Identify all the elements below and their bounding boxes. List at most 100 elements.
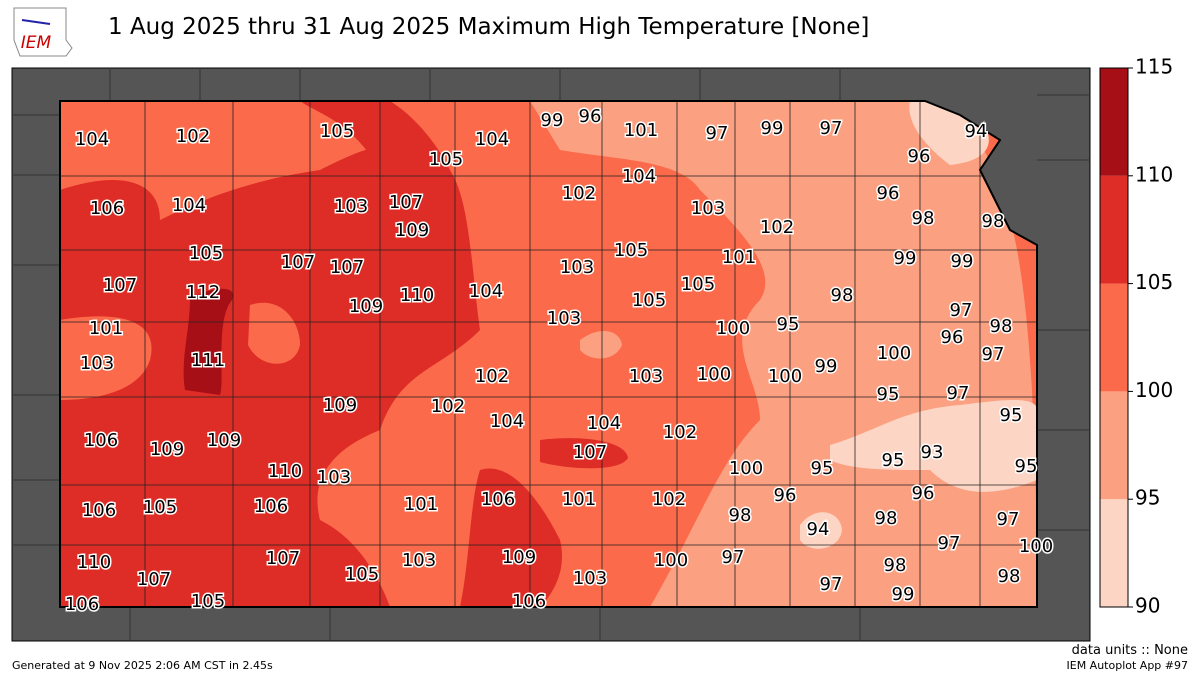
station-value: 103 xyxy=(80,353,114,374)
station-value: 96 xyxy=(912,483,935,504)
colorbar-tick-label: 100 xyxy=(1135,378,1173,402)
station-value: 107 xyxy=(330,257,364,278)
station-value: 103 xyxy=(547,308,581,329)
station-value: 93 xyxy=(921,442,944,463)
station-value: 104 xyxy=(490,411,524,432)
neighbor-borders xyxy=(12,68,1090,641)
station-value: 106 xyxy=(254,496,288,517)
station-value: 105 xyxy=(614,240,648,261)
station-value: 106 xyxy=(481,489,515,510)
station-value: 99 xyxy=(894,248,917,269)
station-value: 100 xyxy=(654,550,688,571)
station-value: 98 xyxy=(875,508,898,529)
station-value: 96 xyxy=(877,183,900,204)
band-105-110 xyxy=(460,468,563,607)
station-value: 104 xyxy=(622,166,656,187)
colorbar-tick-label: 110 xyxy=(1135,162,1173,186)
station-value: 98 xyxy=(831,285,854,306)
band-110-115 xyxy=(183,288,234,395)
station-value: 101 xyxy=(404,494,438,515)
station-value: 109 xyxy=(502,547,536,568)
station-value: 96 xyxy=(908,146,931,167)
contours xyxy=(60,101,1037,607)
station-value: 103 xyxy=(560,257,594,278)
station-value: 107 xyxy=(281,252,315,273)
station-value: 107 xyxy=(266,548,300,569)
station-value: 109 xyxy=(150,439,184,460)
station-value: 94 xyxy=(965,121,988,142)
station-value: 95 xyxy=(811,458,834,479)
units-note: data units :: None xyxy=(1072,643,1188,658)
station-value: 102 xyxy=(475,366,509,387)
station-value: 110 xyxy=(400,285,434,306)
station-value: 104 xyxy=(587,413,621,434)
station-value: 97 xyxy=(950,300,973,321)
station-value: 104 xyxy=(469,281,503,302)
station-value: 100 xyxy=(1019,536,1053,557)
station-value: 97 xyxy=(947,383,970,404)
app-note: IEM Autoplot App #97 xyxy=(1067,659,1189,672)
station-value: 97 xyxy=(706,123,729,144)
station-value: 97 xyxy=(820,118,843,139)
logo-text: IEM xyxy=(21,33,52,53)
station-value: 96 xyxy=(774,485,797,506)
colorbar-band xyxy=(1100,68,1128,176)
station-value: 111 xyxy=(191,350,225,371)
station-value: 104 xyxy=(75,129,109,150)
station-value: 98 xyxy=(990,316,1013,337)
station-value: 110 xyxy=(268,461,302,482)
station-value: 100 xyxy=(716,318,750,339)
station-value: 106 xyxy=(65,594,99,615)
station-value: 99 xyxy=(761,118,784,139)
station-value: 112 xyxy=(186,282,220,303)
station-value: 99 xyxy=(541,110,564,131)
station-value: 110 xyxy=(77,552,111,573)
station-value: 103 xyxy=(629,366,663,387)
station-value: 95 xyxy=(1000,405,1023,426)
station-value: 100 xyxy=(877,343,911,364)
station-value: 102 xyxy=(663,422,697,443)
station-value: 103 xyxy=(691,198,725,219)
station-value: 99 xyxy=(951,251,974,272)
colorbar-band xyxy=(1100,283,1128,392)
station-value: 105 xyxy=(429,149,463,170)
station-labels: 104 102 105 105 104 99 96 101 97 99 97 94 96 106 104 10… xyxy=(63,105,1054,617)
colorbar-tick-label: 95 xyxy=(1135,486,1160,510)
station-value: 97 xyxy=(722,547,745,568)
station-value: 102 xyxy=(431,396,465,417)
station-value: 106 xyxy=(82,500,116,521)
county-lines xyxy=(60,101,1037,607)
station-value: 103 xyxy=(317,467,351,488)
station-value: 109 xyxy=(349,296,383,317)
station-value: 94 xyxy=(807,519,830,540)
station-value: 100 xyxy=(697,364,731,385)
state-outline xyxy=(59,100,1038,608)
station-value: 105 xyxy=(143,497,177,518)
station-value: 98 xyxy=(982,211,1005,232)
colorbar-band xyxy=(1100,499,1128,607)
station-value: 109 xyxy=(207,430,241,451)
band-105-110 xyxy=(60,144,480,607)
station-value: 99 xyxy=(892,584,915,605)
station-value: 96 xyxy=(579,106,602,127)
station-value: 95 xyxy=(882,450,905,471)
station-value: 109 xyxy=(323,395,357,416)
station-value: 103 xyxy=(573,568,607,589)
logo: IEM xyxy=(13,7,73,57)
station-value: 97 xyxy=(997,509,1020,530)
station-value: 102 xyxy=(652,489,686,510)
station-value: 101 xyxy=(89,318,123,339)
station-value: 106 xyxy=(84,430,118,451)
station-value: 100 xyxy=(768,366,802,387)
band-105-110 xyxy=(540,438,628,469)
band-90-95 xyxy=(830,400,1037,492)
station-value: 98 xyxy=(912,208,935,229)
colorbar: 90 95 100 105 110 115 xyxy=(1099,55,1173,618)
generated-note: Generated at 9 Nov 2025 2:06 AM CST in 2… xyxy=(12,659,273,672)
station-value: 101 xyxy=(722,247,756,268)
station-value: 95 xyxy=(877,384,900,405)
station-value: 105 xyxy=(189,243,223,264)
station-value: 105 xyxy=(632,290,666,311)
